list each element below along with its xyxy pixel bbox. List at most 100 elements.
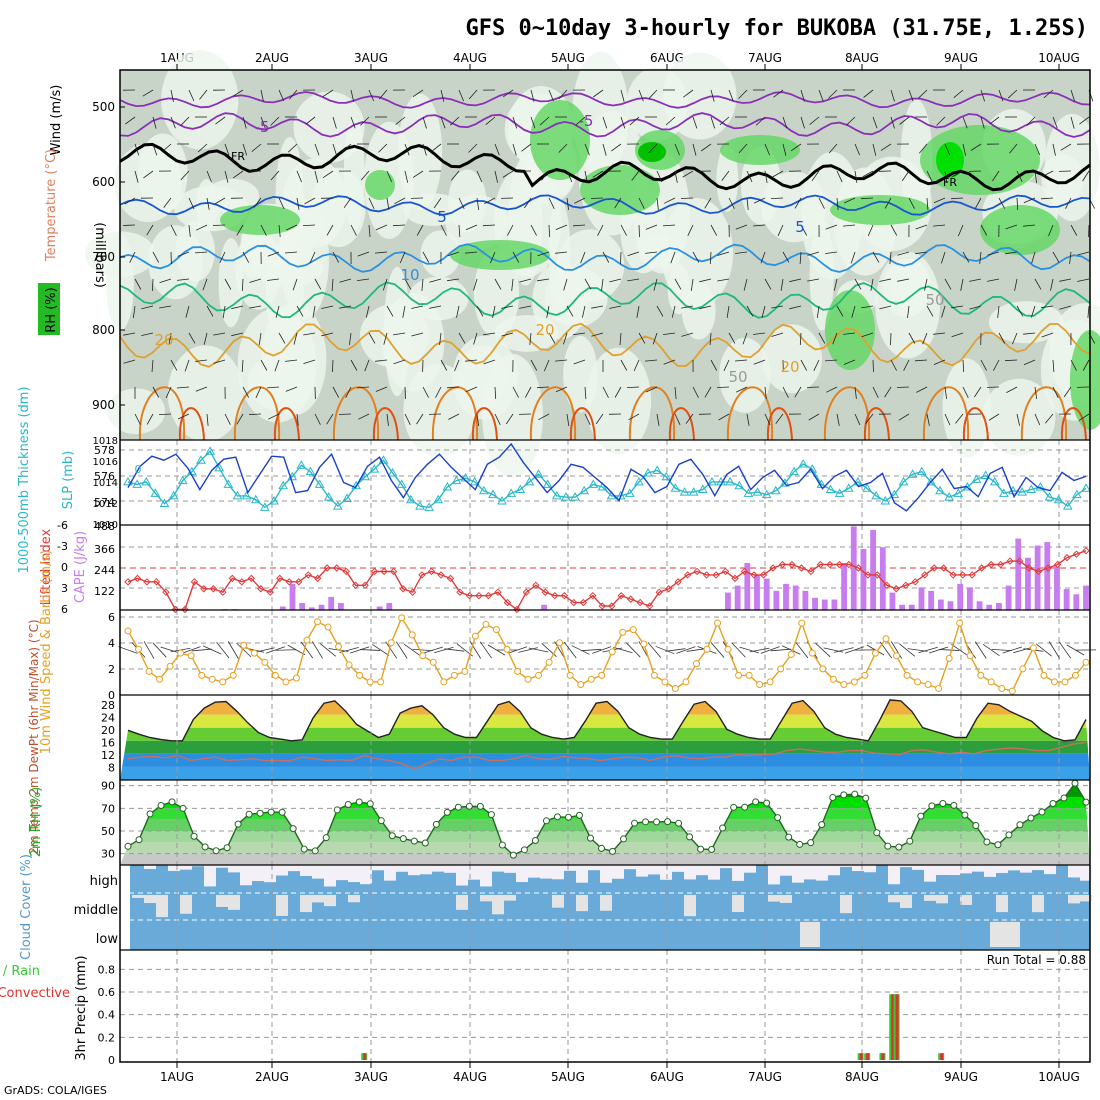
wind-barb xyxy=(723,359,730,372)
wind-barb xyxy=(512,386,519,398)
cloud-high xyxy=(588,865,600,871)
thickness-point xyxy=(159,498,170,508)
wind-barb xyxy=(854,413,861,426)
wind-barb xyxy=(889,251,892,265)
rh-tick: 90 xyxy=(101,780,115,793)
wind-barb xyxy=(872,386,879,398)
wind-barb xyxy=(134,143,140,156)
precip-tick: 0.8 xyxy=(98,963,116,976)
wind-barb xyxy=(1058,641,1072,659)
cloud-high xyxy=(468,865,480,880)
cape-bar xyxy=(734,585,741,610)
li-point xyxy=(560,591,569,600)
wind-barb xyxy=(645,386,658,393)
thickness-point xyxy=(652,465,663,474)
wind-tick: 6 xyxy=(108,611,115,624)
wind-barb xyxy=(764,170,768,183)
rh-point xyxy=(994,841,1002,849)
li-point xyxy=(238,578,246,586)
cloud-mid xyxy=(216,895,228,907)
x-tick-bottom: 1AUG xyxy=(160,1070,194,1084)
thickness-point xyxy=(177,475,188,485)
li-point xyxy=(143,578,151,586)
wind-speed-point xyxy=(503,645,511,653)
rh-point xyxy=(939,799,947,807)
wind-barb xyxy=(854,386,857,399)
wind-barb xyxy=(710,116,716,129)
wind-barb xyxy=(170,116,176,129)
li-point xyxy=(921,571,929,579)
wind-barb xyxy=(1041,332,1054,338)
temp-label: 2m Temp 2m DewPt (6hr Min/Max) (°C) xyxy=(27,619,41,854)
wind-barb xyxy=(422,251,430,263)
wind-barb xyxy=(962,359,965,373)
cloud-high xyxy=(924,865,936,882)
axis-label-millibars: (millibars) xyxy=(92,222,107,288)
wind-barb xyxy=(1041,305,1054,309)
temp-tick: 8 xyxy=(108,762,115,775)
rh-high-patch xyxy=(530,100,590,180)
contour-label: 5 xyxy=(795,218,805,236)
wind-barb xyxy=(1031,251,1036,264)
wind-barb xyxy=(890,116,895,129)
wind-barb xyxy=(151,359,154,373)
wind-barb xyxy=(255,386,262,399)
isotherm-warm xyxy=(1060,407,1087,441)
wind-barb xyxy=(339,278,352,283)
wind-barb xyxy=(884,386,892,398)
precip-series-conv: Convective xyxy=(0,986,70,1001)
wind-barb xyxy=(1006,386,1018,393)
wind-barb xyxy=(808,413,820,421)
wind-barb xyxy=(368,224,371,238)
wind-barb xyxy=(626,386,640,388)
wind-barb xyxy=(861,332,874,338)
li-point xyxy=(911,578,919,586)
wind-speed-point xyxy=(387,639,395,647)
rh-high-patch xyxy=(365,170,395,200)
wind-barb xyxy=(236,413,244,425)
wind-barb xyxy=(969,305,982,310)
wind-barb xyxy=(944,278,952,290)
wind-barb xyxy=(1002,646,1022,654)
thickness-point xyxy=(305,466,316,476)
rh-point xyxy=(509,851,517,859)
rh-point xyxy=(377,817,385,825)
wind-barb xyxy=(278,332,286,344)
x-tick-bottom: 5AUG xyxy=(551,1070,585,1084)
wind-barb xyxy=(248,413,262,415)
cloud-mid xyxy=(480,895,492,902)
wind-barb xyxy=(375,224,388,231)
thickness-point xyxy=(1044,492,1055,501)
wind-barb xyxy=(385,641,398,659)
cape-bar xyxy=(1005,585,1012,610)
li-point xyxy=(209,585,218,593)
wind-barb xyxy=(305,116,316,125)
wind-barb xyxy=(435,386,442,398)
wind-barb xyxy=(648,89,658,99)
cape-bar xyxy=(976,601,983,610)
cloud-row-label: high xyxy=(90,874,118,889)
thickness-point xyxy=(980,470,991,479)
wind-barb xyxy=(322,89,334,97)
thickness-point xyxy=(561,492,571,501)
wind-barb xyxy=(202,645,222,655)
wind-barb xyxy=(215,116,226,125)
rh-low-patch xyxy=(585,347,652,455)
wind-barb xyxy=(241,359,244,373)
wind-barb xyxy=(129,251,136,263)
cape-bar xyxy=(279,606,286,610)
wind-barb xyxy=(638,224,640,238)
rh-low-patch xyxy=(556,229,625,302)
li-point xyxy=(731,574,739,583)
wind-barb xyxy=(170,359,178,371)
wind-barb xyxy=(764,278,772,290)
cloud-mid xyxy=(348,895,360,903)
thk-tick: 578 xyxy=(94,444,115,457)
thickness-point xyxy=(843,483,854,492)
li-point xyxy=(712,571,720,579)
thickness-point xyxy=(314,479,325,488)
rh-point xyxy=(818,821,826,829)
wind-barb xyxy=(206,170,212,183)
wind-barb xyxy=(278,89,285,102)
wind-speed-point xyxy=(166,662,174,670)
